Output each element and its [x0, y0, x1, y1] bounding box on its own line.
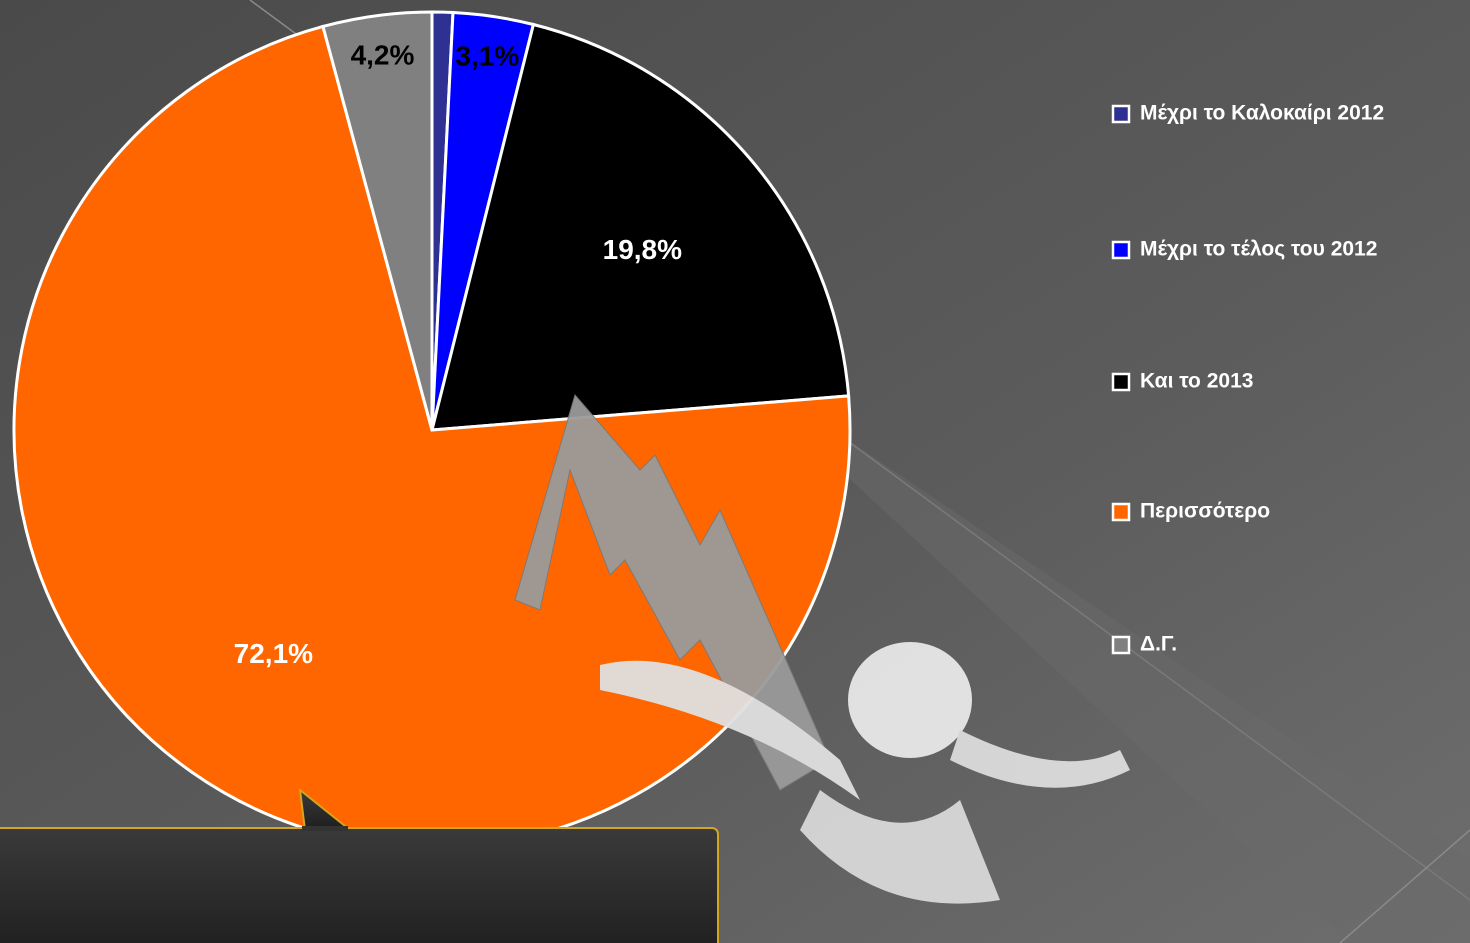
- value-label: 72,1%: [234, 638, 313, 669]
- legend-swatch: [1111, 502, 1131, 522]
- legend: Μέχρι το Καλοκαίρι 2012 Μέχρι το τέλος το…: [1111, 102, 1384, 656]
- legend-label: Περισσότερο: [1140, 500, 1270, 523]
- pie-slice: [321, 10, 434, 431]
- legend-label: Μέχρι το Καλοκαίρι 2012: [1140, 102, 1384, 125]
- pie: 3,1% 19,8% 72,1% 4,2%: [12, 10, 852, 850]
- value-label: 19,8%: [603, 234, 682, 265]
- figure: [514, 393, 1130, 904]
- legend-swatch: [1111, 240, 1131, 260]
- legend-swatch: [1111, 372, 1131, 392]
- legend-label: Μέχρι το τέλος του 2012: [1140, 238, 1377, 261]
- callout-join: [302, 826, 348, 831]
- decor-line: [1339, 829, 1470, 943]
- value-label: 3,1%: [455, 40, 519, 71]
- pie-slice: [430, 22, 851, 432]
- decor-band: [700, 340, 1470, 943]
- legend-label: Δ.Γ.: [1140, 633, 1177, 656]
- legend-swatch: [1111, 635, 1131, 655]
- value-label: 4,2%: [351, 39, 415, 70]
- legend-swatch: [1111, 104, 1131, 124]
- legend-label: Και το 2013: [1140, 370, 1253, 393]
- callout-box: [0, 827, 719, 943]
